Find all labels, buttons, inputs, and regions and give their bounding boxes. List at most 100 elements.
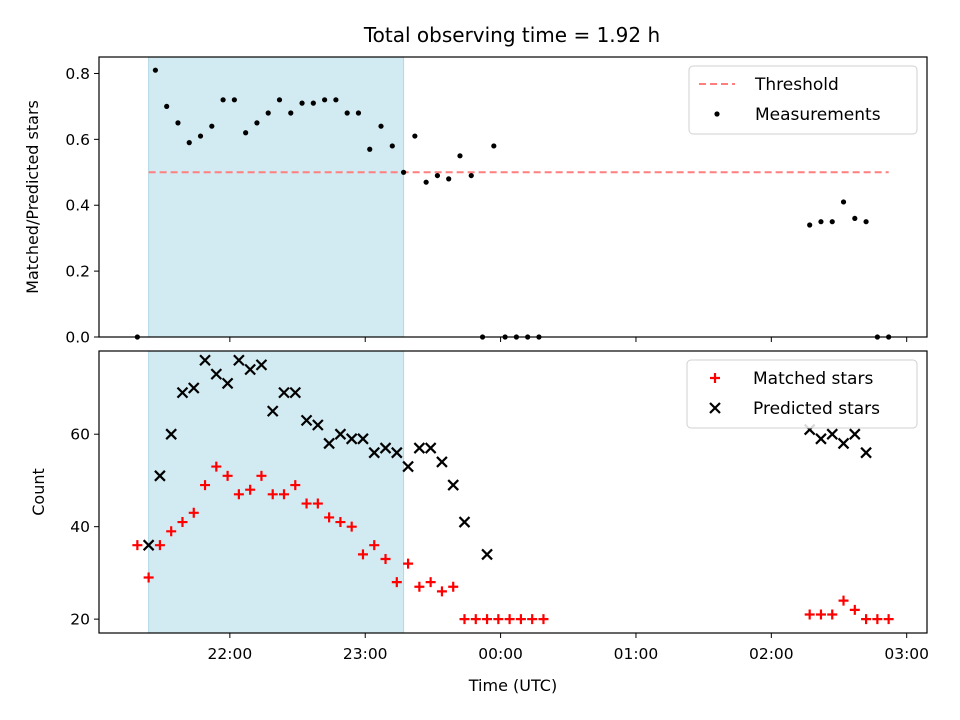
matched-stars-point [849, 604, 860, 615]
measurements-point [378, 123, 384, 129]
matched-stars-point [245, 484, 256, 495]
matched-stars-point [872, 614, 883, 625]
legend-label: Matched stars [753, 369, 873, 389]
matched-stars-point [527, 614, 538, 625]
matched-stars-point [324, 512, 335, 523]
matched-stars-point [827, 609, 838, 620]
chart-title: Total observing time = 1.92 h [363, 23, 660, 47]
predicted-stars-point [199, 354, 211, 367]
x-tick-label: 23:00 [343, 645, 388, 663]
predicted-stars-point [379, 442, 392, 454]
matched-stars-point [256, 470, 267, 481]
predicted-stars-point [176, 386, 189, 399]
measurements-point [446, 176, 452, 182]
predicted-stars-point [221, 377, 234, 390]
matched-stars-point [804, 609, 815, 620]
bottom-y-axis-label: Count [29, 468, 48, 516]
bottom-plot-frame [98, 350, 928, 634]
matched-stars-point [279, 489, 290, 500]
predicted-stars-point [278, 386, 290, 399]
x-tick-label: 03:00 [884, 645, 929, 663]
matched-stars-point [369, 540, 380, 551]
x-axis-label: Time (UTC) [468, 676, 557, 695]
observing-interval-shade [148, 56, 405, 338]
matched-stars-point [538, 614, 549, 625]
x-tick-label: 00:00 [478, 645, 523, 663]
predicted-stars-point [187, 382, 200, 394]
predicted-stars-point [849, 428, 861, 440]
measurements-point [491, 143, 497, 149]
predicted-stars-point [323, 437, 335, 450]
matched-stars-point [425, 577, 436, 588]
measurements-point [322, 97, 328, 103]
measurements-point [457, 153, 463, 159]
measurements-point [265, 110, 271, 116]
measurements-point [299, 100, 305, 106]
predicted-stars-point [345, 433, 358, 445]
matched-stars-point [312, 498, 323, 509]
legend-matched-stars-swatch [710, 373, 720, 383]
matched-stars-point [403, 558, 414, 569]
predicted-stars-point [255, 359, 268, 371]
matched-stars-point [391, 577, 402, 588]
matched-stars-point [166, 526, 177, 537]
predicted-stars-point [447, 479, 459, 491]
measurements-point [175, 120, 181, 126]
matched-stars-point [436, 586, 447, 597]
matched-stars-point [222, 470, 233, 481]
measurements-point [276, 97, 283, 103]
x-tick-label: 22:00 [208, 645, 253, 663]
y-tick-label: 0.2 [65, 263, 90, 281]
predicted-stars-point [424, 442, 437, 454]
measurements-point [468, 172, 474, 179]
measurements-point [288, 110, 294, 116]
measurements-point [434, 172, 441, 179]
legend-box [686, 359, 918, 429]
matched-stars-point [448, 581, 459, 592]
predicted-stars-point [860, 446, 872, 459]
measurements-point [164, 103, 170, 110]
matched-stars-point [211, 461, 222, 472]
measurements-point [840, 199, 847, 205]
predicted-stars-point [210, 368, 223, 380]
matched-stars-point [188, 507, 199, 518]
measurements-point [807, 222, 813, 228]
matched-stars-point [482, 614, 493, 625]
predicted-stars-point [413, 442, 426, 454]
predicted-stars-point [289, 386, 302, 399]
measurements-point [423, 179, 429, 185]
x-tick-label: 01:00 [614, 645, 659, 663]
measurements-point [863, 219, 869, 225]
predicted-stars-point [458, 516, 471, 528]
measurements-point [818, 219, 824, 225]
predicted-stars-point [436, 456, 448, 468]
measurements-point [186, 140, 192, 146]
predicted-stars-point [165, 428, 177, 440]
matched-stars-point [861, 614, 872, 625]
measurements-point [231, 97, 237, 103]
matched-stars-point [459, 614, 470, 625]
predicted-stars-point [300, 414, 313, 427]
predicted-stars-point [481, 548, 493, 561]
matched-stars-point [470, 614, 481, 625]
observing-interval-shade [148, 350, 405, 634]
legend-predicted-stars-swatch [709, 402, 721, 414]
matched-stars-point [301, 498, 312, 509]
predicted-stars-point [233, 354, 245, 367]
matched-stars-point [883, 614, 894, 625]
y-tick-label: 20 [70, 611, 90, 629]
y-tick-label: 60 [70, 426, 90, 444]
y-tick-label: 0.0 [65, 329, 90, 347]
matched-stars-point [515, 614, 526, 625]
matched-stars-point [335, 517, 346, 528]
matched-stars-point [143, 572, 154, 583]
matched-stars-point [346, 521, 357, 532]
measurements-point [152, 67, 159, 73]
predicted-stars-point [334, 428, 347, 440]
bottom-legend: Matched stars Predicted stars [686, 359, 918, 429]
legend-label: Measurements [755, 105, 881, 125]
predicted-stars-point [815, 433, 827, 445]
matched-stars-point [233, 489, 244, 500]
predicted-stars-point [391, 446, 403, 459]
